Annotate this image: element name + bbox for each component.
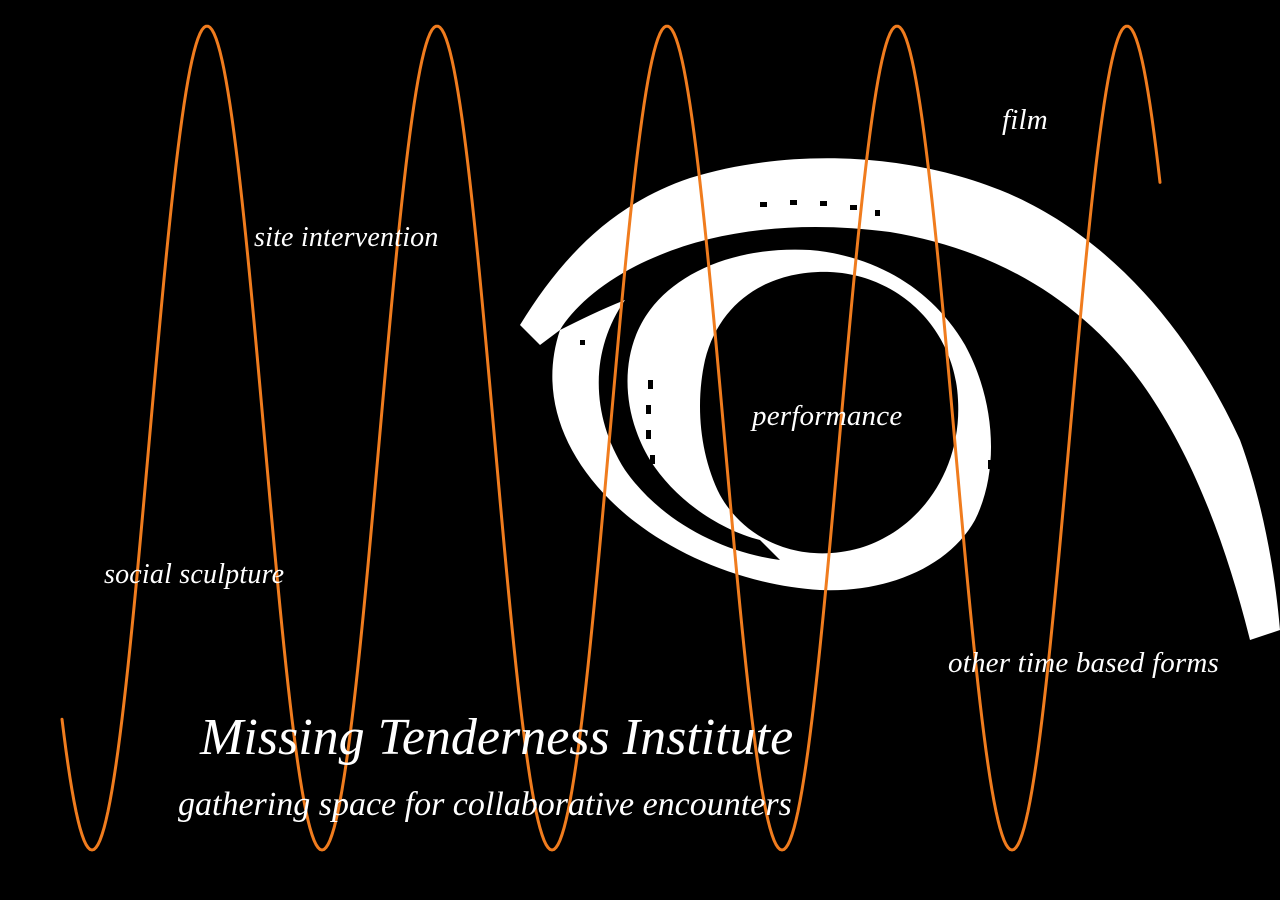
label-performance: performance <box>752 400 903 432</box>
label-social-sculpture: social sculpture <box>104 559 285 590</box>
sine-wave-graphic <box>60 24 1162 852</box>
label-site-intervention: site intervention <box>254 222 439 253</box>
film-reel-swirl-graphic <box>520 158 1280 641</box>
label-film: film <box>1002 104 1048 136</box>
label-other-time-based-forms: other time based forms <box>948 647 1220 679</box>
site-tagline: gathering space for collaborative encoun… <box>178 786 792 823</box>
site-title: Missing Tenderness Institute <box>200 709 794 766</box>
